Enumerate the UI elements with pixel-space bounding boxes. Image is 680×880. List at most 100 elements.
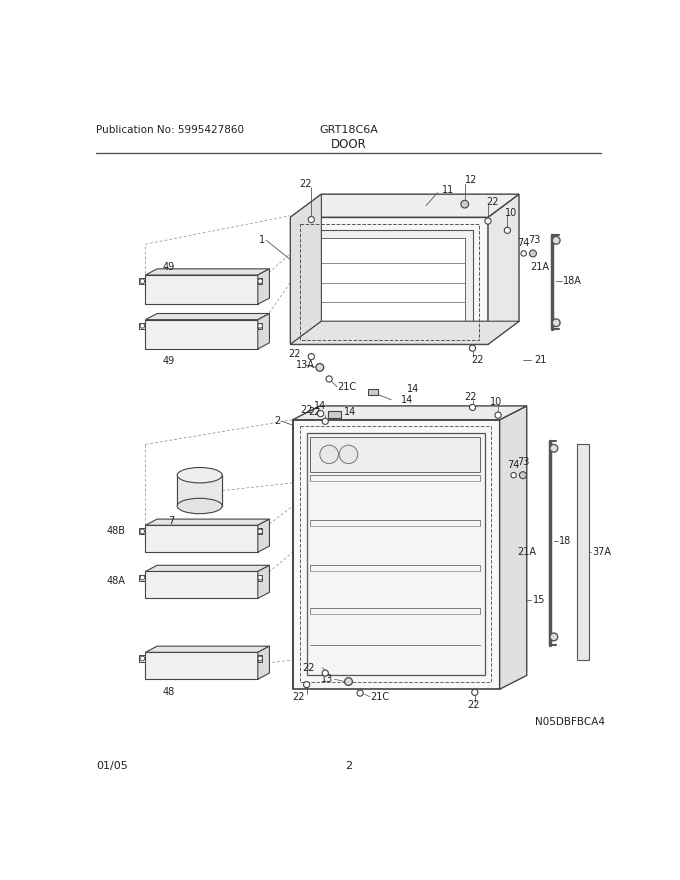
Text: 10: 10 — [505, 209, 517, 218]
Text: 48A: 48A — [107, 576, 125, 586]
Text: 73: 73 — [528, 235, 541, 246]
Polygon shape — [258, 646, 269, 679]
Text: 18A: 18A — [563, 276, 582, 286]
Text: 22: 22 — [486, 197, 499, 207]
Circle shape — [140, 279, 145, 283]
Circle shape — [520, 472, 526, 479]
Text: 11: 11 — [441, 186, 454, 195]
Polygon shape — [177, 475, 222, 506]
Text: 14: 14 — [407, 384, 419, 394]
Text: 21: 21 — [534, 355, 547, 364]
Circle shape — [140, 656, 145, 661]
Circle shape — [345, 678, 352, 686]
Text: 22: 22 — [308, 407, 321, 417]
Polygon shape — [146, 565, 269, 571]
Polygon shape — [292, 406, 527, 420]
Circle shape — [318, 410, 324, 416]
Text: 22: 22 — [302, 663, 314, 672]
Polygon shape — [258, 313, 269, 348]
Text: 7: 7 — [169, 517, 175, 526]
Circle shape — [461, 201, 469, 208]
Text: 22: 22 — [464, 392, 477, 401]
Text: 73: 73 — [517, 457, 530, 467]
Polygon shape — [290, 217, 488, 344]
Circle shape — [339, 445, 358, 464]
Polygon shape — [313, 238, 464, 326]
Circle shape — [552, 237, 560, 244]
Polygon shape — [258, 528, 262, 534]
Polygon shape — [310, 436, 480, 472]
Circle shape — [469, 345, 475, 351]
Circle shape — [552, 319, 560, 326]
Circle shape — [495, 412, 501, 418]
Text: 21A: 21A — [530, 262, 549, 272]
Circle shape — [322, 418, 328, 424]
Circle shape — [550, 633, 558, 641]
Text: 15: 15 — [533, 595, 545, 605]
Text: 37A: 37A — [593, 547, 611, 557]
Circle shape — [472, 689, 478, 695]
Polygon shape — [146, 571, 258, 598]
Text: 13A: 13A — [296, 360, 315, 370]
Text: 13: 13 — [321, 674, 333, 685]
Polygon shape — [577, 444, 589, 660]
Circle shape — [316, 363, 324, 371]
Polygon shape — [146, 652, 258, 679]
Circle shape — [322, 670, 328, 676]
Polygon shape — [146, 275, 258, 304]
Circle shape — [140, 529, 145, 533]
Text: Publication No: 5995427860: Publication No: 5995427860 — [96, 125, 244, 136]
Text: 21C: 21C — [370, 692, 390, 702]
Circle shape — [308, 216, 314, 223]
Text: 49: 49 — [163, 356, 175, 366]
Polygon shape — [146, 319, 258, 348]
Text: 18: 18 — [559, 536, 572, 546]
Polygon shape — [290, 194, 519, 217]
Circle shape — [469, 405, 475, 410]
Polygon shape — [306, 231, 473, 333]
Circle shape — [258, 529, 262, 533]
Text: 21C: 21C — [337, 382, 356, 392]
Text: 21A: 21A — [517, 547, 537, 557]
Circle shape — [485, 218, 491, 224]
Polygon shape — [258, 575, 262, 581]
Text: 01/05: 01/05 — [96, 761, 128, 771]
Text: 48: 48 — [163, 687, 175, 697]
Polygon shape — [488, 194, 519, 344]
Text: 22: 22 — [288, 348, 301, 358]
Text: 14: 14 — [344, 407, 356, 417]
Circle shape — [521, 251, 526, 256]
Polygon shape — [500, 406, 527, 689]
Circle shape — [326, 376, 333, 382]
Text: 14: 14 — [401, 395, 413, 405]
Text: 22: 22 — [301, 405, 313, 414]
Text: 2: 2 — [274, 416, 280, 426]
Circle shape — [258, 576, 262, 580]
Polygon shape — [146, 313, 269, 319]
Circle shape — [320, 445, 339, 464]
Text: GRT18C6A: GRT18C6A — [319, 125, 378, 136]
Circle shape — [140, 324, 145, 328]
Circle shape — [258, 279, 262, 283]
Polygon shape — [258, 269, 269, 304]
Circle shape — [511, 473, 516, 478]
Polygon shape — [258, 278, 262, 284]
Text: DOOR: DOOR — [330, 137, 367, 150]
Circle shape — [140, 576, 145, 580]
Polygon shape — [258, 565, 269, 598]
Polygon shape — [292, 420, 500, 689]
Polygon shape — [139, 323, 146, 329]
Circle shape — [258, 656, 262, 661]
Circle shape — [303, 681, 310, 688]
Text: 48B: 48B — [106, 525, 125, 536]
Polygon shape — [146, 646, 269, 652]
Polygon shape — [258, 519, 269, 553]
Polygon shape — [328, 410, 341, 418]
Text: 2: 2 — [345, 761, 352, 771]
Polygon shape — [146, 519, 269, 525]
Text: 22: 22 — [471, 355, 483, 364]
Text: 10: 10 — [490, 397, 502, 407]
Polygon shape — [139, 656, 146, 662]
Text: 22: 22 — [292, 692, 305, 702]
Circle shape — [550, 444, 558, 452]
